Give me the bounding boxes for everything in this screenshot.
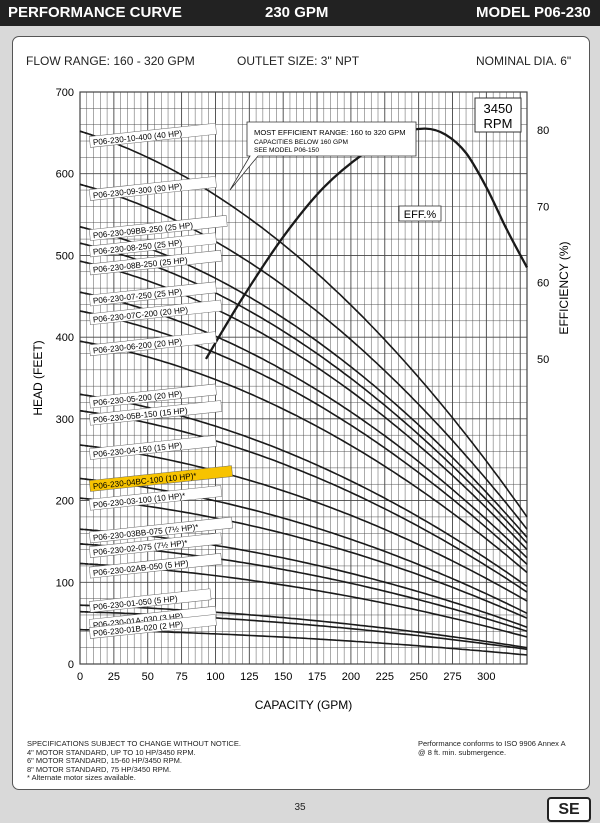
eff-label: EFF.%	[404, 209, 437, 221]
footer-right-line: @ 8 ft. min. submergence.	[418, 747, 507, 757]
head-curve	[79, 477, 528, 615]
x-tick-label: 225	[376, 671, 394, 683]
note-line-1: MOST EFFICIENT RANGE: 160 to 320 GPM	[254, 128, 406, 137]
flow-range: FLOW RANGE: 160 - 320 GPM	[26, 54, 195, 68]
note-callout	[229, 121, 417, 191]
se-logo: SE	[547, 797, 591, 822]
nominal-diameter: NOMINAL DIA. 6"	[476, 54, 572, 68]
y2-tick-label: 70	[537, 201, 549, 213]
low-flow-tail	[79, 610, 99, 614]
header-title: PERFORMANCE CURVE	[8, 4, 182, 21]
rpm-value: 3450	[484, 101, 513, 116]
curve-label-box	[88, 516, 233, 544]
low-flow-tail	[79, 444, 100, 449]
head-curve	[79, 260, 528, 551]
x-tick-label: 0	[77, 671, 83, 683]
curve-label-box	[88, 215, 228, 241]
rpm-box	[474, 97, 522, 133]
head-curve	[79, 497, 528, 619]
y-tick-label: 400	[56, 332, 74, 344]
head-curve	[79, 183, 528, 530]
outlet-size: OUTLET SIZE: 3" NPT	[237, 54, 360, 68]
footer-left-line: SPECIFICATIONS SUBJECT TO CHANGE WITHOUT…	[27, 739, 241, 748]
rpm-unit: RPM	[484, 116, 513, 131]
y-tick-label: 200	[56, 496, 74, 508]
low-flow-tail	[79, 562, 100, 566]
x-tick-label: 300	[477, 671, 495, 683]
curve-label-box	[88, 249, 223, 276]
curve-label-box	[88, 614, 217, 639]
curve-label-box	[88, 435, 217, 460]
curve-label-box	[88, 485, 223, 511]
x-tick-label: 250	[409, 671, 427, 683]
blank-box	[265, 733, 385, 748]
note-line-3: SEE MODEL P06-150	[254, 147, 319, 154]
y-tick-label: 0	[68, 659, 74, 671]
chart-grid	[79, 91, 528, 665]
x-tick-label: 175	[308, 671, 326, 683]
y-tick-label: 100	[56, 577, 74, 589]
curve-label-box	[88, 465, 233, 492]
head-curve	[79, 340, 528, 574]
y-tick-label: 500	[56, 250, 74, 262]
curve-label-box	[88, 331, 217, 357]
curve-label-box	[88, 281, 217, 307]
low-flow-tail	[79, 528, 100, 532]
head-curve	[79, 444, 528, 602]
header-bar: PERFORMANCE CURVE 230 GPM MODEL P06-230	[0, 0, 600, 26]
x-tick-label: 75	[175, 671, 187, 683]
head-curve	[79, 226, 528, 538]
curve-label-box	[88, 176, 217, 201]
curve-label-box	[88, 532, 223, 558]
x-tick-label: 100	[206, 671, 224, 683]
x-tick-label: 200	[342, 671, 360, 683]
footer-left-line: 6" MOTOR STANDARD, 15-60 HP/3450 RPM.	[27, 756, 182, 766]
curve-label-box	[88, 553, 223, 579]
head-curve	[79, 310, 528, 565]
y2-tick-label: 60	[537, 278, 549, 290]
footer-left-line: 8" MOTOR STANDARD, 75 HP/3450 RPM.	[27, 764, 172, 774]
head-curve	[79, 528, 528, 628]
x-tick-label: 275	[443, 671, 461, 683]
footer-left-line: 4" MOTOR STANDARD, UP TO 10 HP/3450 RPM.	[27, 747, 196, 757]
header-model: MODEL P06-230	[476, 4, 591, 21]
chart-axes: 0 25 50 75 100 125 150 175 200 225 250 275 300 0 100 20…	[31, 87, 571, 712]
head-curve	[79, 130, 528, 518]
low-flow-tail	[79, 409, 100, 415]
page-number: 35	[294, 802, 306, 813]
y-tick-label: 600	[56, 169, 74, 181]
curve-label-box	[88, 122, 217, 148]
y-tick-label: 300	[56, 414, 74, 426]
footer-right-line: Performance conforms to ISO 9906 Annex A	[418, 739, 566, 748]
x-axis-title: CAPACITY (GPM)	[255, 698, 353, 712]
curve-label-box	[88, 299, 223, 326]
x-tick-label: 50	[142, 671, 154, 683]
y2-tick-label: 50	[537, 354, 549, 366]
y-tick-label: 700	[56, 87, 74, 99]
y-axis-title: HEAD (FEET)	[31, 340, 45, 415]
note-line-2: CAPACITIES BELOW 160 GPM	[254, 139, 348, 146]
curve-label-box	[88, 232, 217, 258]
curve-label-box	[88, 400, 223, 426]
head-curve	[79, 604, 528, 649]
eff-label-box	[398, 205, 442, 222]
y2-axis-title: EFFICIENCY (%)	[557, 241, 571, 334]
head-curve	[79, 409, 528, 593]
footer-left-line: * Alternate motor sizes available.	[27, 773, 136, 783]
header-gpm: 230 GPM	[265, 4, 329, 21]
x-tick-label: 25	[108, 671, 120, 683]
curve-label-box	[88, 588, 212, 613]
x-tick-label: 125	[240, 671, 258, 683]
low-flow-tail	[79, 543, 100, 547]
x-tick-label: 150	[274, 671, 292, 683]
footer-left: SPECIFICATIONS SUBJECT TO CHANGE WITHOUT…	[27, 739, 241, 783]
curve-label-box	[88, 383, 217, 409]
footer-right: Performance conforms to ISO 9906 Annex A…	[418, 739, 566, 757]
y2-tick-label: 80	[537, 125, 549, 137]
